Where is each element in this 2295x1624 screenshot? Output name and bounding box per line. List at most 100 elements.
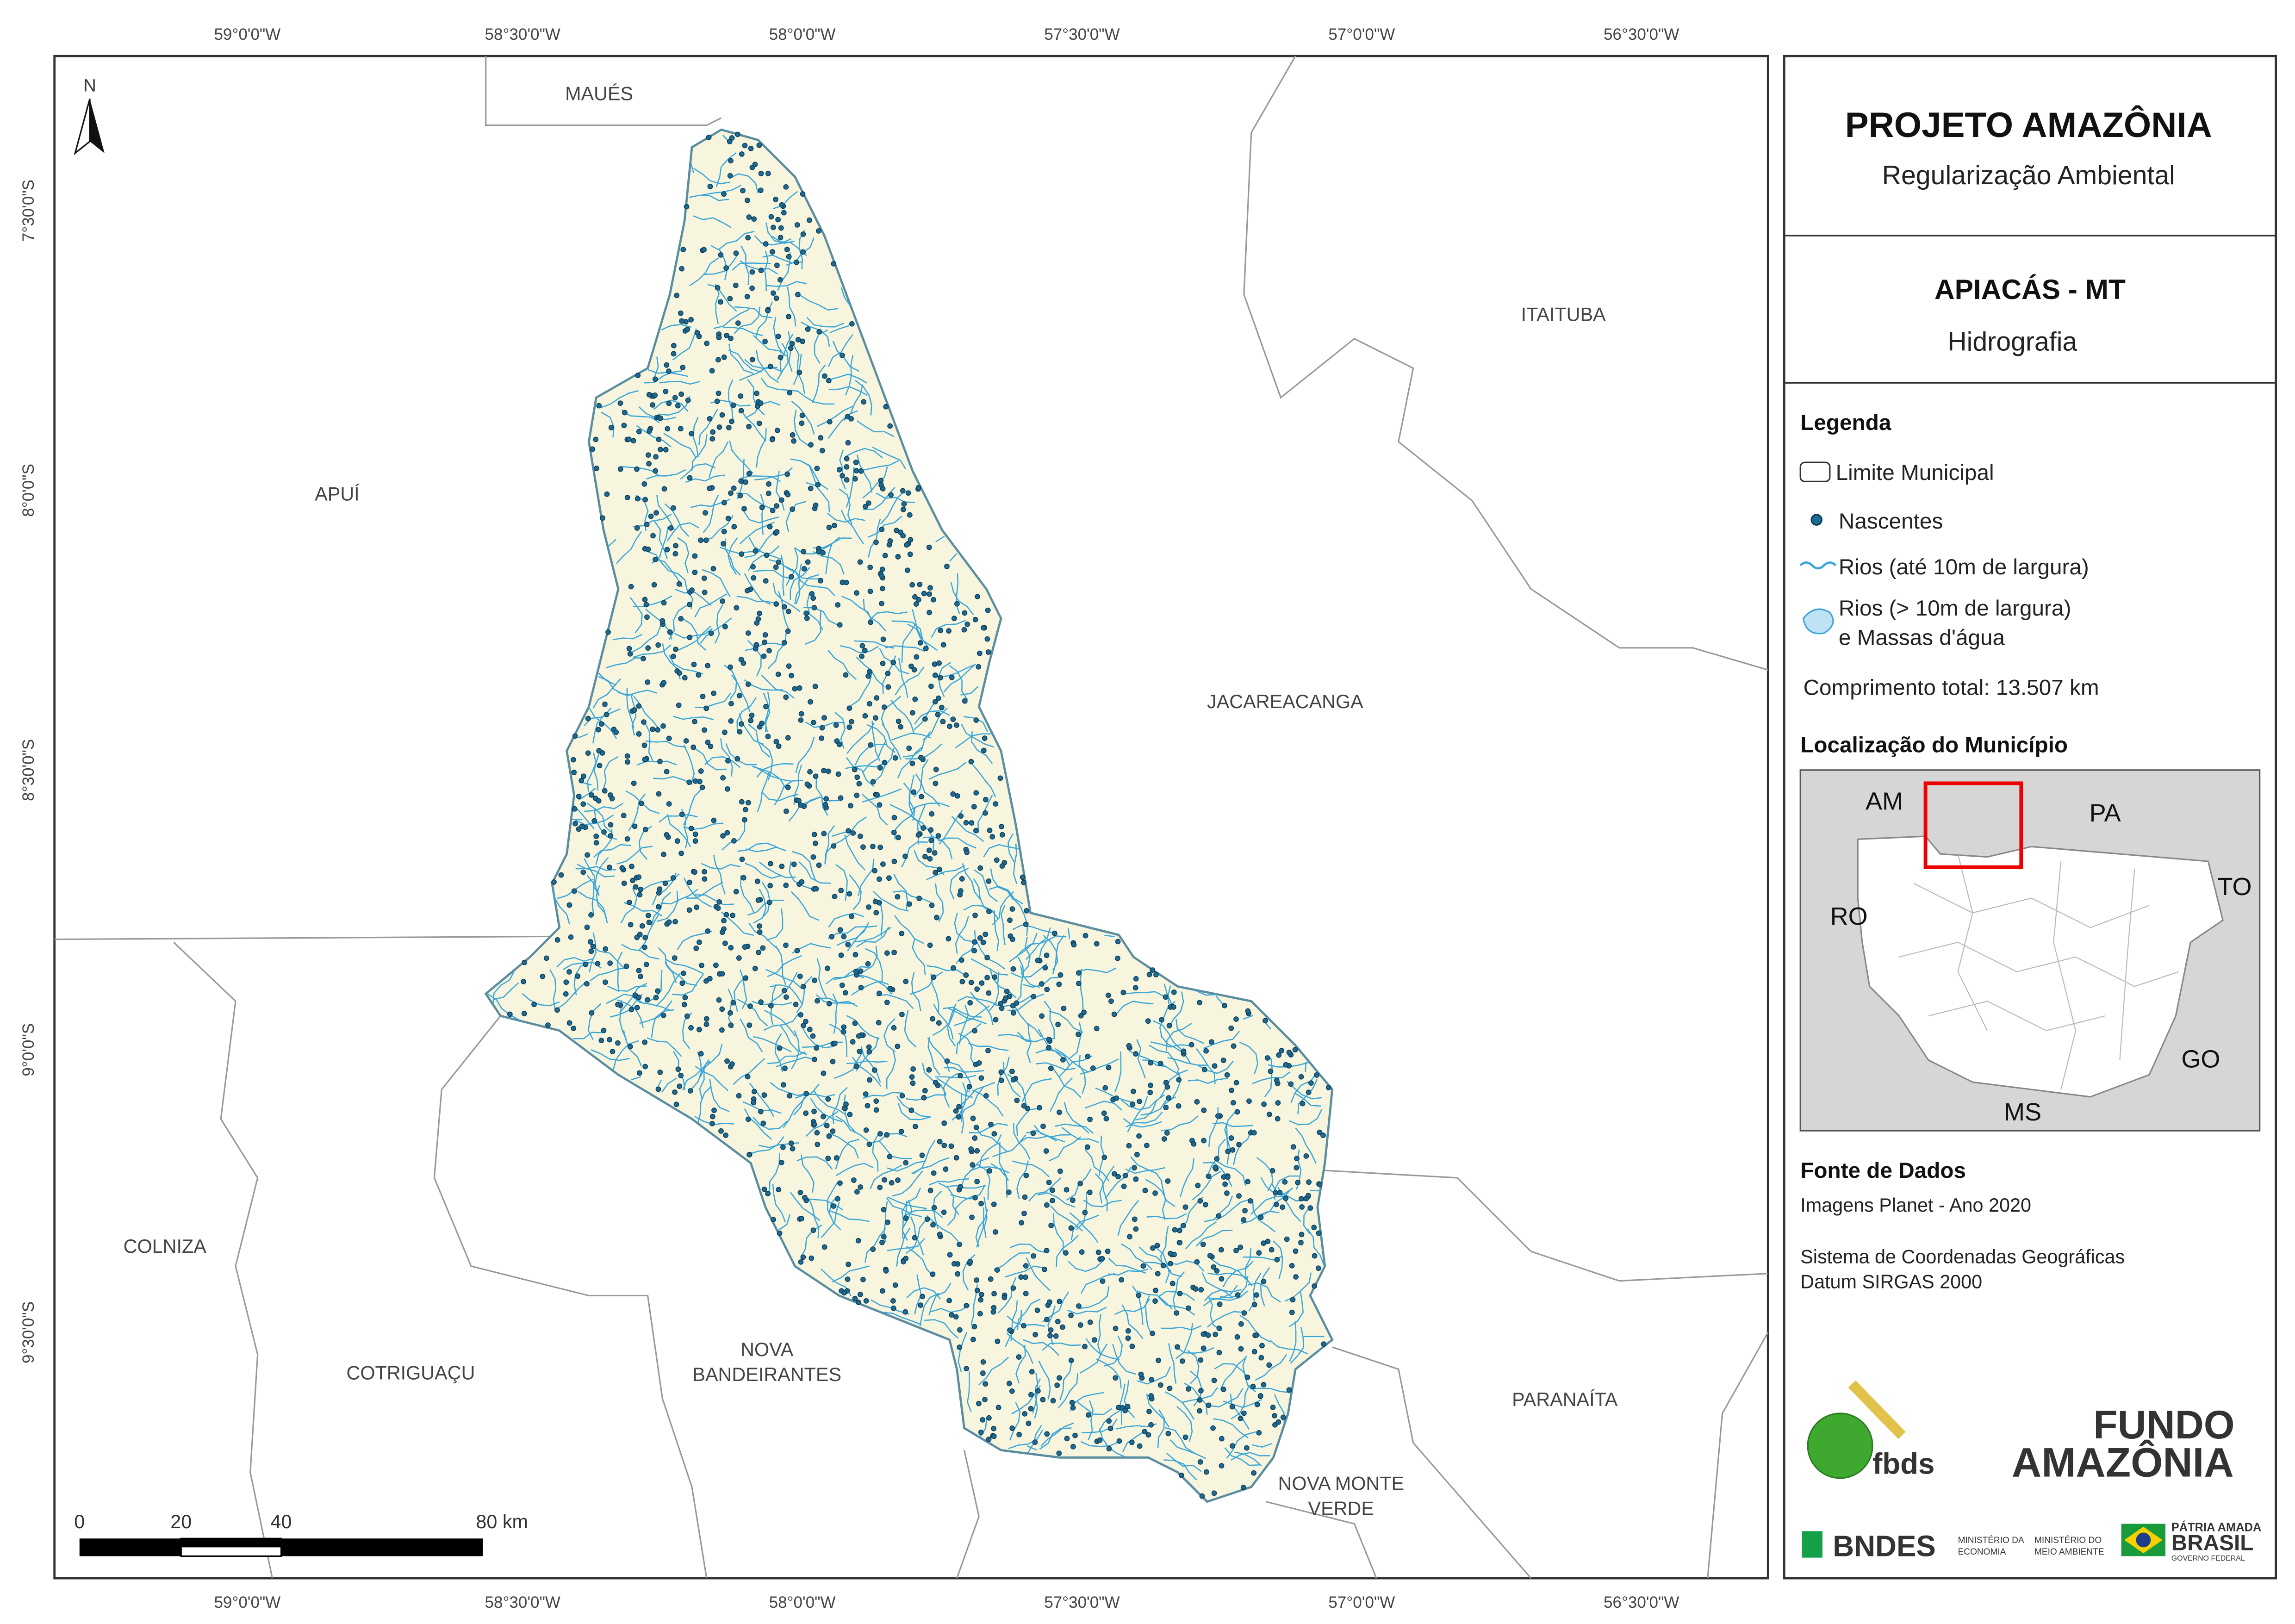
river xyxy=(1135,1094,1165,1121)
spring xyxy=(701,247,707,253)
spring xyxy=(638,973,643,979)
river xyxy=(993,1252,1030,1271)
spring xyxy=(964,1366,970,1372)
spring xyxy=(803,1091,809,1096)
spring xyxy=(663,447,669,453)
spring xyxy=(888,492,894,498)
spring xyxy=(1317,1129,1323,1135)
spring xyxy=(1113,1325,1119,1332)
river xyxy=(790,567,810,600)
spring xyxy=(1220,1058,1226,1064)
spring xyxy=(643,962,649,967)
spring xyxy=(1119,1277,1125,1283)
spring xyxy=(848,416,854,422)
x-coord-label: 57°30'0"W xyxy=(1044,25,1120,44)
spring xyxy=(880,486,886,492)
spring xyxy=(799,412,805,418)
spring xyxy=(785,628,791,634)
spring xyxy=(872,899,878,905)
river xyxy=(821,1202,840,1238)
river xyxy=(856,420,895,437)
spring xyxy=(813,840,818,846)
spring xyxy=(778,225,784,231)
river xyxy=(829,1210,870,1222)
spring xyxy=(711,817,717,823)
spring xyxy=(631,707,637,713)
spring xyxy=(677,1083,683,1089)
spring xyxy=(722,940,728,946)
spring xyxy=(558,872,564,878)
river xyxy=(744,531,775,558)
spring xyxy=(1254,1401,1260,1407)
municipal-boundaries xyxy=(54,56,1769,1579)
river xyxy=(718,230,755,250)
spring xyxy=(1156,1357,1161,1363)
spring xyxy=(789,341,795,347)
spring xyxy=(1147,1089,1153,1095)
river xyxy=(1026,1257,1051,1291)
spring xyxy=(1225,1174,1231,1180)
spring xyxy=(843,1101,849,1107)
spring xyxy=(704,341,710,346)
spring xyxy=(1092,1337,1097,1343)
spring xyxy=(917,640,923,646)
spring xyxy=(1085,1053,1091,1059)
spring xyxy=(639,800,644,806)
spring xyxy=(545,1022,551,1028)
spring xyxy=(664,547,670,553)
spring xyxy=(843,579,849,585)
spring xyxy=(770,249,775,255)
spring xyxy=(653,510,659,516)
spring xyxy=(784,247,790,252)
spring xyxy=(1127,1234,1132,1240)
spring xyxy=(1221,1002,1227,1008)
river xyxy=(674,628,713,639)
spring xyxy=(806,217,812,223)
spring xyxy=(571,1026,577,1031)
river xyxy=(1163,983,1170,1004)
spring xyxy=(754,403,760,409)
y-coord-label: 9°30'0"S xyxy=(19,1301,37,1363)
spring xyxy=(816,329,822,335)
spring xyxy=(969,820,975,826)
spring xyxy=(1121,1183,1127,1189)
spring xyxy=(825,1096,831,1102)
river xyxy=(767,633,787,669)
source-line: Datum SIRGAS 2000 xyxy=(1800,1271,1982,1293)
spring xyxy=(962,698,968,704)
spring xyxy=(793,259,799,265)
spring xyxy=(1044,1202,1050,1208)
spring xyxy=(692,553,698,559)
spring xyxy=(641,742,647,748)
spring xyxy=(909,710,915,716)
spring xyxy=(758,171,764,176)
spring xyxy=(742,479,748,485)
river xyxy=(594,857,609,895)
river xyxy=(831,816,867,837)
spring xyxy=(707,184,713,189)
river xyxy=(800,1224,822,1258)
spring xyxy=(878,478,884,484)
spring xyxy=(642,597,648,603)
river xyxy=(1126,1112,1163,1128)
spring xyxy=(754,620,760,626)
spring xyxy=(645,452,651,458)
river xyxy=(890,699,914,734)
spring xyxy=(609,796,615,802)
river xyxy=(737,596,777,604)
river xyxy=(747,899,784,916)
spring xyxy=(719,929,725,935)
spring xyxy=(584,981,590,987)
spring xyxy=(1274,1077,1280,1083)
river xyxy=(976,1164,991,1200)
spring xyxy=(1290,1144,1296,1150)
river xyxy=(897,1102,930,1120)
river xyxy=(1188,1077,1228,1084)
spring xyxy=(919,1152,925,1158)
river xyxy=(744,573,771,605)
river xyxy=(958,1332,968,1372)
spring xyxy=(744,293,750,299)
spring xyxy=(1035,958,1041,964)
spring xyxy=(1136,1292,1142,1298)
river xyxy=(769,984,803,1004)
